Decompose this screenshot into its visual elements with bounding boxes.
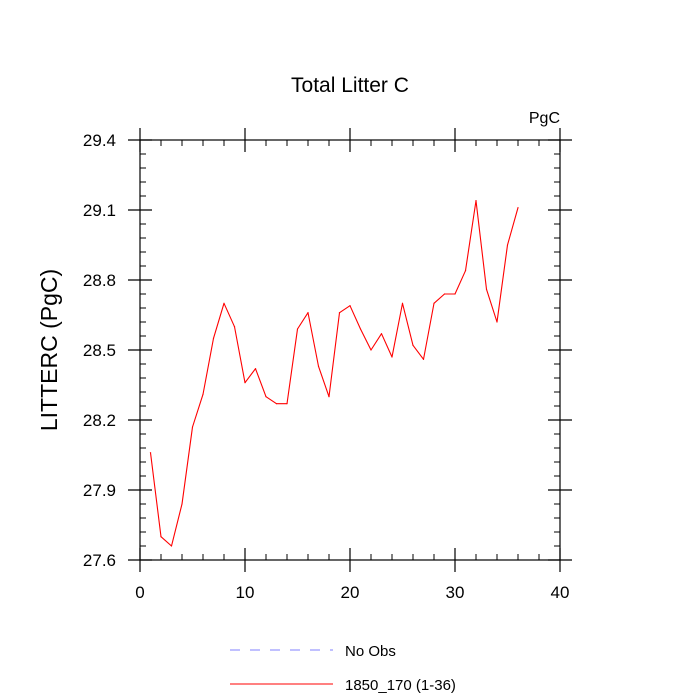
data-point [475, 200, 477, 202]
data-point [464, 270, 467, 272]
plot-area [149, 200, 519, 547]
data-point [181, 503, 183, 505]
axes-group: 0 10 20 30 40 27.6 27.9 28.2 28.5 28.8 29.1 29.4 [83, 128, 572, 602]
data-point [328, 396, 330, 398]
data-point [422, 358, 425, 360]
x-tick-label: 40 [551, 583, 570, 602]
data-point [265, 396, 267, 398]
data-point [244, 382, 246, 384]
data-point [317, 365, 320, 367]
data-point [275, 403, 278, 405]
data-point [223, 302, 225, 304]
x-tick-label: 20 [341, 583, 360, 602]
data-point [443, 293, 446, 295]
legend-label: 1850_170 (1-36) [345, 677, 456, 694]
data-point [286, 403, 288, 405]
data-point [349, 305, 351, 307]
data-point [149, 452, 152, 454]
y-tick-label: 29.4 [83, 131, 116, 150]
data-point [191, 426, 194, 428]
y-tick-label: 28.8 [83, 271, 116, 290]
x-tick-label: 0 [135, 583, 144, 602]
y-tick-label: 27.9 [83, 481, 116, 500]
data-point [401, 302, 404, 304]
data-point [254, 368, 257, 370]
data-point [160, 536, 162, 538]
data-point [296, 328, 299, 330]
data-point [233, 326, 236, 328]
plot-frame [139, 139, 561, 561]
data-point [380, 333, 383, 335]
chart-title: Total Litter C [291, 74, 409, 97]
data-point [485, 288, 488, 290]
legend-label: No Obs [345, 643, 396, 660]
data-point [506, 244, 509, 246]
x-tick-label: 10 [236, 583, 255, 602]
series-line [149, 200, 519, 547]
data-point [496, 321, 498, 323]
y-tick-label: 29.1 [83, 201, 116, 220]
data-point [338, 312, 341, 314]
data-point [433, 302, 435, 304]
y-axis-label: LITTERC (PgC) [36, 269, 62, 431]
data-point [202, 393, 204, 395]
y-tick-label: 28.2 [83, 411, 116, 430]
data-point [212, 337, 215, 339]
data-point [307, 312, 309, 314]
data-point [412, 344, 414, 346]
data-point [359, 328, 362, 330]
data-point [170, 545, 173, 547]
units-label: PgC [529, 110, 560, 127]
legend: No Obs 1850_170 (1-36) [230, 643, 456, 694]
data-point [391, 356, 393, 358]
data-point [517, 207, 519, 209]
x-tick-label: 30 [446, 583, 465, 602]
y-tick-label: 27.6 [83, 551, 116, 570]
data-point [370, 349, 372, 351]
y-tick-label: 28.5 [83, 341, 116, 360]
data-point [454, 293, 456, 295]
